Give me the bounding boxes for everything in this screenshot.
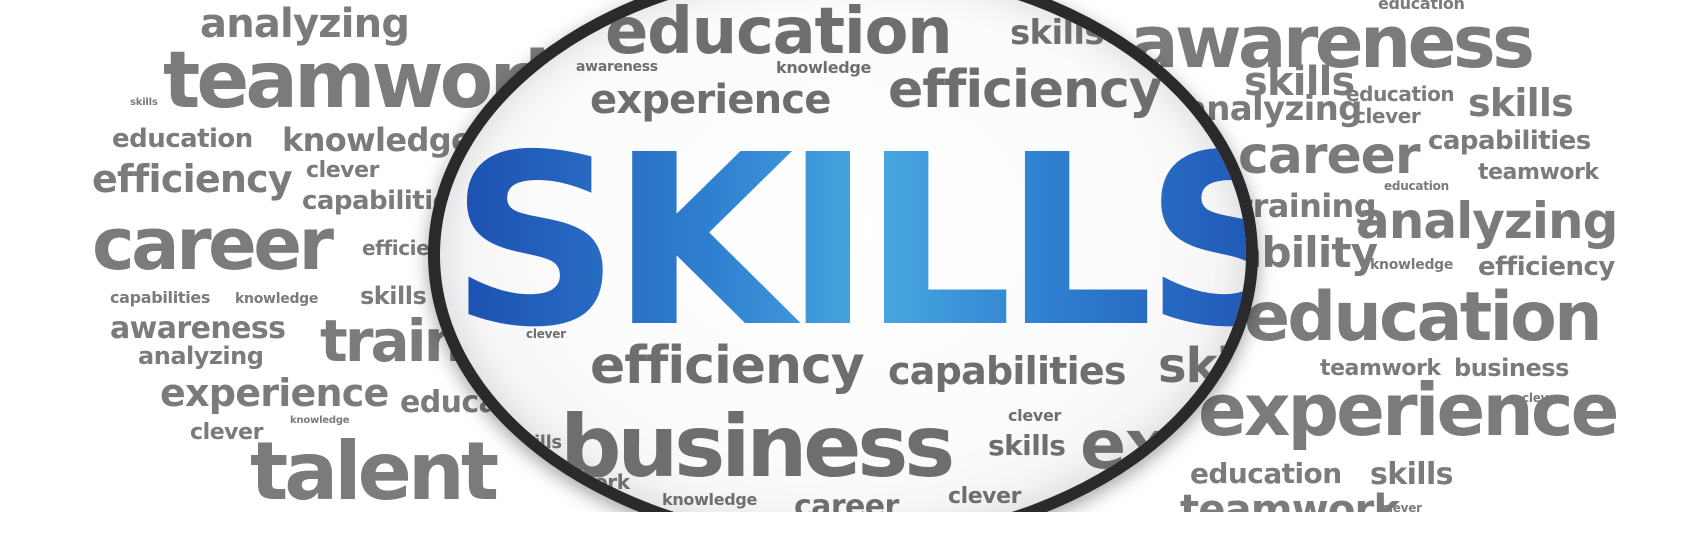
lens-word: business [560, 397, 955, 497]
cloud-word: knowledge [235, 291, 319, 307]
cloud-word: education [1384, 179, 1449, 193]
lens-word: knowledge [662, 490, 758, 509]
cloud-word: skills [130, 97, 158, 108]
cloud-word: career [92, 202, 334, 286]
lens-word: teamwork [520, 470, 630, 494]
lens-word: career [794, 489, 899, 513]
cloud-word: teamwork [1180, 487, 1400, 512]
lens-word: efficiency [590, 336, 865, 396]
magnifying-glass-lens: education skills awareness knowledge exp… [428, 0, 1258, 512]
cloud-word: education [1346, 82, 1455, 106]
cloud-word: knowledge [290, 415, 350, 426]
cloud-word: skills [1468, 81, 1574, 125]
cloud-word: clever [190, 420, 263, 445]
cloud-word: knowledge [282, 121, 473, 159]
cloud-word: ability [1234, 228, 1378, 277]
lens-word: clever [1008, 406, 1062, 425]
cloud-word: analyzing [200, 1, 410, 47]
cloud-word: experience [1198, 368, 1620, 452]
lens-word: experience [590, 77, 831, 123]
lens-word: education [605, 0, 953, 69]
lens-word: awareness [576, 59, 658, 75]
lens-word: skills [512, 432, 562, 453]
cloud-word: education [1378, 0, 1465, 13]
cloud-word: skills [1370, 457, 1454, 492]
cloud-word: experience [160, 371, 389, 415]
cloud-word: education [1244, 278, 1603, 357]
cloud-word: skills [360, 282, 427, 310]
cloud-word: teamwork [1320, 356, 1441, 381]
cloud-word: education [1190, 457, 1342, 490]
cloud-word: clever [1522, 391, 1562, 405]
cloud-word: capabilities [1428, 126, 1591, 156]
skills-headline: SKILLS [450, 124, 1246, 360]
cloud-word: analyzing [1356, 192, 1618, 250]
cloud-word: clever [1382, 501, 1422, 512]
lens-word: experience [1080, 406, 1258, 485]
lens-word: skills [1010, 13, 1105, 53]
lens-word: skills [1158, 338, 1248, 394]
cloud-word: awareness [1130, 0, 1535, 84]
lens-word: capabilities [888, 349, 1127, 393]
cloud-word: capabilities [110, 288, 211, 307]
cloud-word: efficiency [92, 157, 293, 201]
lens-word: skills [988, 429, 1066, 462]
cloud-word: analyzing [1184, 89, 1362, 129]
lens-word: clever [948, 484, 1021, 509]
cloud-word: skills [1244, 59, 1355, 105]
cloud-word: business [1454, 354, 1569, 382]
cloud-word: education [112, 124, 253, 154]
cloud-word: efficiency [1478, 252, 1615, 282]
cloud-word: analyzing [138, 342, 264, 370]
cloud-word: clever [306, 158, 379, 183]
bottom-margin [0, 512, 1698, 542]
cloud-word: teamwork [1478, 160, 1599, 185]
word-cloud: analyzing teamwork skills education know… [92, 0, 1620, 512]
cloud-word: knowledge [1370, 257, 1454, 273]
lens-word: efficiency [888, 60, 1163, 120]
cloud-word: talent [250, 425, 499, 512]
lens-word: knowledge [776, 58, 872, 77]
lens-word: clever [526, 327, 566, 341]
cloud-word: training [1238, 187, 1377, 225]
cloud-word: awareness [110, 311, 286, 346]
cloud-word: clever [1354, 104, 1421, 128]
cloud-word: career [1238, 126, 1421, 186]
